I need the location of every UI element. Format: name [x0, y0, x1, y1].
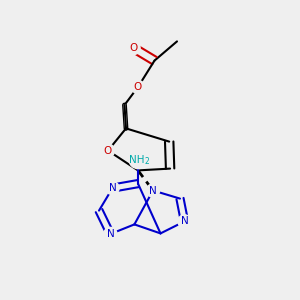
Text: 2: 2 — [144, 157, 149, 166]
Circle shape — [101, 144, 115, 157]
Text: N: N — [181, 216, 188, 226]
Circle shape — [127, 41, 140, 55]
Circle shape — [106, 182, 119, 195]
Circle shape — [129, 151, 147, 169]
Circle shape — [146, 184, 160, 197]
Text: O: O — [129, 43, 138, 53]
Text: NH: NH — [129, 154, 144, 165]
Circle shape — [131, 80, 145, 94]
Circle shape — [178, 215, 191, 228]
Text: O: O — [104, 146, 112, 156]
Text: N: N — [149, 185, 157, 196]
Circle shape — [104, 227, 117, 241]
Text: N: N — [109, 183, 116, 193]
Text: O: O — [134, 82, 142, 92]
Text: N: N — [106, 229, 114, 239]
